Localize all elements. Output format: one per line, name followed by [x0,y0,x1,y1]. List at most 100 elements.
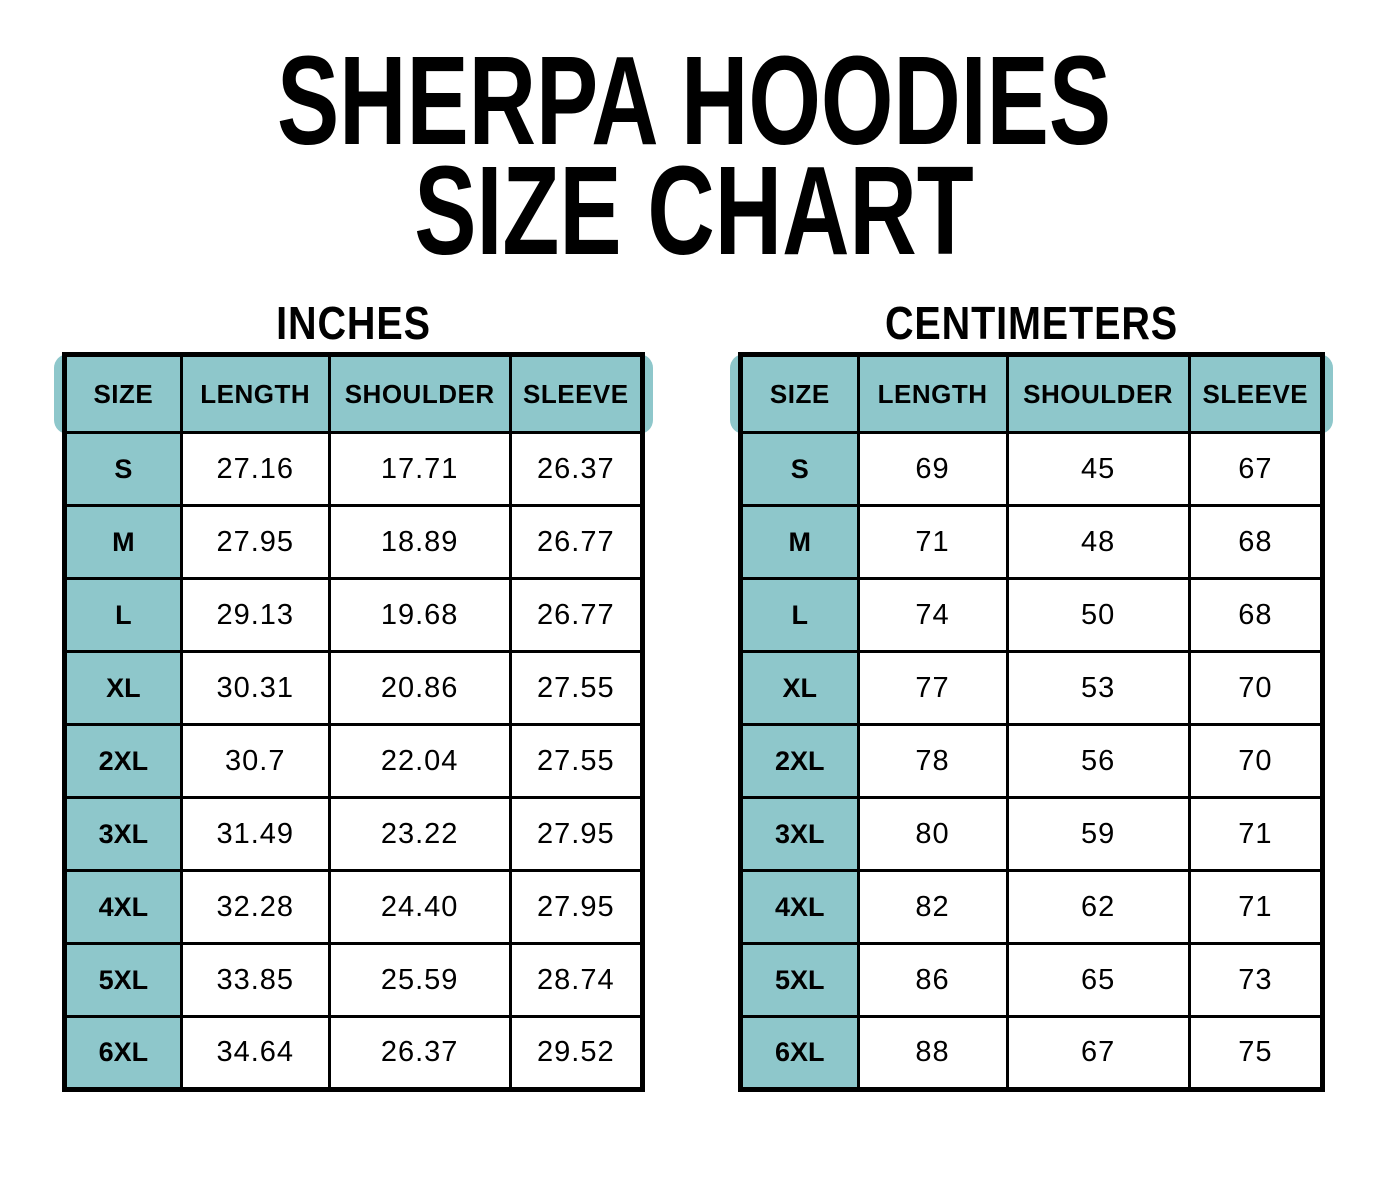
header-row: SIZE LENGTH SHOULDER SLEEVE [63,353,645,434]
value-cell: 71 [1187,869,1325,945]
table-row: 6XL 34.64 26.37 29.52 [63,1015,645,1091]
value-cell: 33.85 [179,942,331,1018]
page-title-line1: SHERPA HOODIES [276,30,1112,171]
value-cell: 18.89 [327,504,512,580]
value-cell: 27.95 [179,504,331,580]
value-cell: 56 [1005,723,1191,799]
value-cell: 59 [1005,796,1191,872]
value-cell: 88 [856,1015,1009,1091]
centimeters-size-table: SIZE LENGTH SHOULDER SLEEVE S 69 45 67 M 71 48 68 L… [738,352,1325,1092]
value-cell: 78 [856,723,1009,799]
value-cell: 29.13 [179,577,331,653]
value-cell: 31.49 [179,796,331,872]
size-cell: 5XL [739,942,860,1018]
value-cell: 86 [856,942,1009,1018]
size-cell: L [739,577,860,653]
size-cell: 5XL [63,942,183,1018]
column-header-sleeve: SLEEVE [1187,353,1325,434]
value-cell: 69 [856,431,1009,507]
value-cell: 67 [1005,1015,1191,1091]
value-cell: 45 [1005,431,1191,507]
value-cell: 77 [856,650,1009,726]
value-cell: 68 [1187,577,1325,653]
unit-label-centimeters: CENTIMETERS [885,297,1178,349]
page-title-line2: SIZE CHART [414,140,974,281]
value-cell: 26.37 [327,1015,512,1091]
table-row: 2XL 30.7 22.04 27.55 [63,723,645,799]
table-row: M 71 48 68 [739,504,1325,580]
value-cell: 27.95 [508,796,645,872]
value-cell: 70 [1187,723,1325,799]
column-header-length: LENGTH [179,353,331,434]
value-cell: 30.7 [179,723,331,799]
value-cell: 68 [1187,504,1325,580]
value-cell: 19.68 [327,577,512,653]
value-cell: 29.52 [508,1015,645,1091]
value-cell: 73 [1187,942,1325,1018]
size-cell: 3XL [63,796,183,872]
size-cell: 2XL [63,723,183,799]
value-cell: 80 [856,796,1009,872]
table-row: 3XL 31.49 23.22 27.95 [63,796,645,872]
size-cell: 4XL [63,869,183,945]
centimeters-table-container: SIZE LENGTH SHOULDER SLEEVE S 69 45 67 M 71 48 68 L… [730,352,1333,1092]
column-header-size: SIZE [739,353,860,434]
value-cell: 26.37 [508,431,645,507]
value-cell: 71 [856,504,1009,580]
page-title: SHERPA HOODIES SIZE CHART [180,30,1207,281]
value-cell: 65 [1005,942,1191,1018]
value-cell: 20.86 [327,650,512,726]
value-cell: 27.95 [508,869,645,945]
size-cell: S [739,431,860,507]
table-row: 3XL 80 59 71 [739,796,1325,872]
value-cell: 34.64 [179,1015,331,1091]
value-cell: 74 [856,577,1009,653]
size-cell: 3XL [739,796,860,872]
column-header-sleeve: SLEEVE [508,353,645,434]
table-row: 2XL 78 56 70 [739,723,1325,799]
column-header-size: SIZE [63,353,183,434]
inches-size-table: SIZE LENGTH SHOULDER SLEEVE S 27.16 17.71 26.3… [62,352,645,1092]
value-cell: 67 [1187,431,1325,507]
value-cell: 75 [1187,1015,1325,1091]
unit-label-inches: INCHES [276,297,431,349]
table-row: L 74 50 68 [739,577,1325,653]
table-row: L 29.13 19.68 26.77 [63,577,645,653]
size-cell: M [63,504,183,580]
value-cell: 26.77 [508,577,645,653]
size-cell: 6XL [63,1015,183,1091]
table-row: M 27.95 18.89 26.77 [63,504,645,580]
value-cell: 53 [1005,650,1191,726]
value-cell: 26.77 [508,504,645,580]
table-row: 5XL 33.85 25.59 28.74 [63,942,645,1018]
value-cell: 25.59 [327,942,512,1018]
table-row: S 69 45 67 [739,431,1325,507]
value-cell: 27.55 [508,650,645,726]
size-cell: 2XL [739,723,860,799]
value-cell: 27.55 [508,723,645,799]
size-cell: M [739,504,860,580]
value-cell: 28.74 [508,942,645,1018]
size-cell: S [63,431,183,507]
value-cell: 48 [1005,504,1191,580]
size-cell: 6XL [739,1015,860,1091]
value-cell: 70 [1187,650,1325,726]
column-header-shoulder: SHOULDER [1005,353,1191,434]
column-header-shoulder: SHOULDER [327,353,512,434]
value-cell: 82 [856,869,1009,945]
table-row: 6XL 88 67 75 [739,1015,1325,1091]
size-cell: XL [63,650,183,726]
table-row: XL 30.31 20.86 27.55 [63,650,645,726]
table-body: S 69 45 67 M 71 48 68 L 74 50 68 XL 77 53 70 2XL 78 56 70 3X… [739,431,1325,1091]
value-cell: 27.16 [179,431,331,507]
value-cell: 71 [1187,796,1325,872]
table-body: S 27.16 17.71 26.37 M 27.95 18.89 26.77 L 29.13 19… [63,431,645,1091]
table-row: XL 77 53 70 [739,650,1325,726]
value-cell: 22.04 [327,723,512,799]
value-cell: 50 [1005,577,1191,653]
table-head: SIZE LENGTH SHOULDER SLEEVE [739,353,1325,434]
header-row: SIZE LENGTH SHOULDER SLEEVE [739,353,1325,434]
size-cell: 4XL [739,869,860,945]
value-cell: 62 [1005,869,1191,945]
